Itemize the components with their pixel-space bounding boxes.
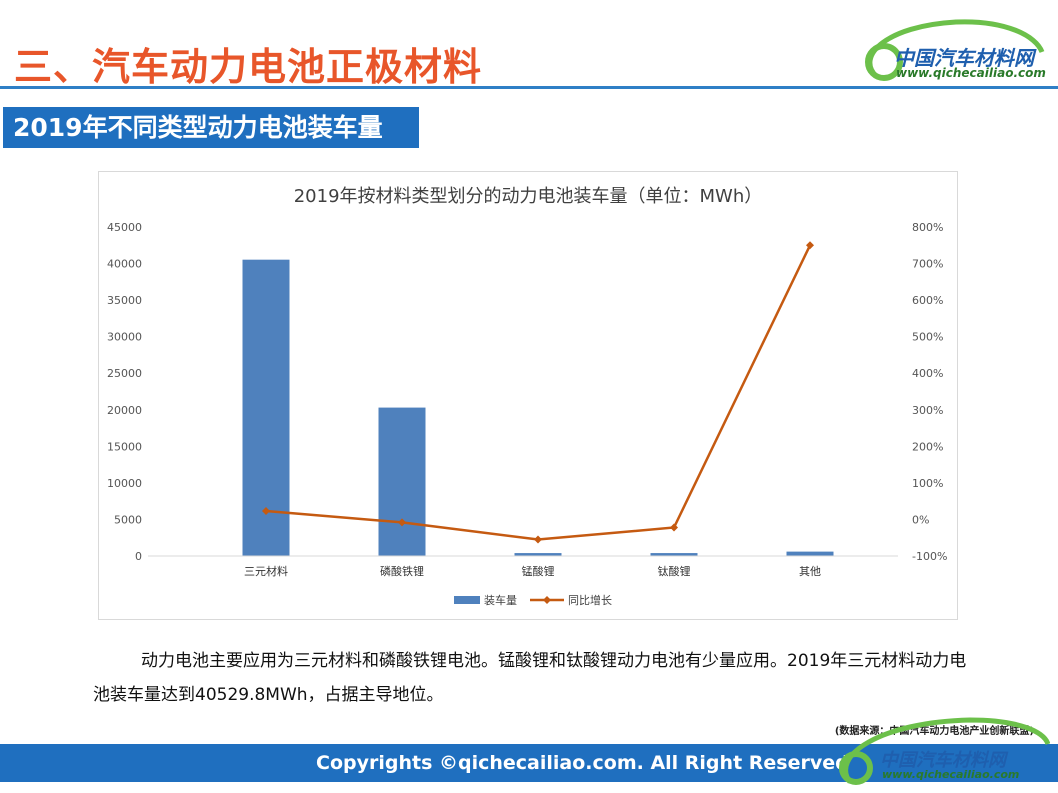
y-right-tick-label: 300% [912, 404, 943, 417]
line-point-marker [534, 535, 542, 544]
x-category-label: 钛酸锂 [658, 564, 691, 578]
y-left-tick-label: 10000 [107, 477, 142, 490]
y-right-tick-label: -100% [912, 550, 947, 563]
y-right-tick-label: 500% [912, 331, 943, 344]
chart-title: 2019年按材料类型划分的动力电池装车量（单位：MWh） [294, 186, 763, 207]
line-point-marker [398, 518, 406, 527]
footer-bar [0, 744, 1058, 782]
growth-line [265, 244, 812, 541]
chart: 2019年按材料类型划分的动力电池装车量（单位：MWh） 0 5000 10000 1… [107, 186, 947, 607]
y-left-tick-label: 45000 [107, 221, 142, 234]
legend-swatch-bar [454, 596, 480, 604]
line-point-marker [262, 507, 270, 516]
x-category-label: 磷酸铁锂 [380, 564, 424, 578]
y-right-tick-label: 800% [912, 221, 943, 234]
y-right-tick-label: 400% [912, 367, 943, 380]
y-left-tick-label: 15000 [107, 440, 142, 453]
source-note: (数据来源：中国汽车动力电池产业创新联盟) [834, 726, 1034, 737]
y-left-tick-label: 0 [135, 550, 142, 563]
footer-copyright: Copyrights ©qichecailiao.com. All Right … [316, 752, 849, 774]
line-point-marker [670, 523, 678, 532]
bar [786, 551, 834, 556]
legend-label-bar: 装车量 [484, 593, 517, 607]
y-left-tick-label: 35000 [107, 294, 142, 307]
footer-logo-swoosh-icon [839, 717, 1050, 785]
y-right-tick-label: 100% [912, 477, 943, 490]
y-left-tick-label: 20000 [107, 404, 142, 417]
header-divider [0, 86, 1058, 89]
bar [650, 553, 698, 556]
y-right-tick-label: 0% [912, 513, 929, 526]
footer-logo-url: www.qichecailiao.com [882, 768, 1020, 781]
logo-swoosh-icon [865, 19, 1045, 81]
y-left-tick-label: 5000 [114, 513, 142, 526]
logo-text-cn: 中国汽车材料网 [894, 46, 1034, 70]
y-right-tick-label: 700% [912, 258, 943, 271]
legend-marker [543, 596, 551, 604]
bar [514, 553, 562, 556]
y-left-tick-label: 40000 [107, 258, 142, 271]
site-logo: 中国汽车材料网 www.qichecailiao.com [846, 16, 1046, 86]
x-category-label: 其他 [799, 565, 821, 578]
y-left-tick-label: 25000 [107, 367, 142, 380]
y-right-tick-label: 600% [912, 294, 943, 307]
line-point-marker [806, 241, 814, 250]
x-category-label: 三元材料 [244, 564, 288, 578]
logo-url: www.qichecailiao.com [896, 66, 1046, 80]
section-label: 2019年不同类型动力电池装车量 [3, 107, 419, 148]
y-left-tick-label: 30000 [107, 331, 142, 344]
body-paragraph: 动力电池主要应用为三元材料和磷酸铁锂电池。锰酸锂和钛酸锂动力电池有少量应用。20… [93, 651, 967, 705]
x-category-label: 锰酸锂 [522, 564, 555, 578]
chart-frame [98, 171, 958, 620]
bar [378, 407, 426, 556]
y-right-tick-label: 200% [912, 440, 943, 453]
page-title: 三、汽车动力电池正极材料 [14, 45, 483, 89]
legend-label-line: 同比增长 [568, 593, 612, 607]
footer-logo-text-cn: 中国汽车材料网 [880, 750, 1006, 771]
bar [242, 259, 290, 556]
